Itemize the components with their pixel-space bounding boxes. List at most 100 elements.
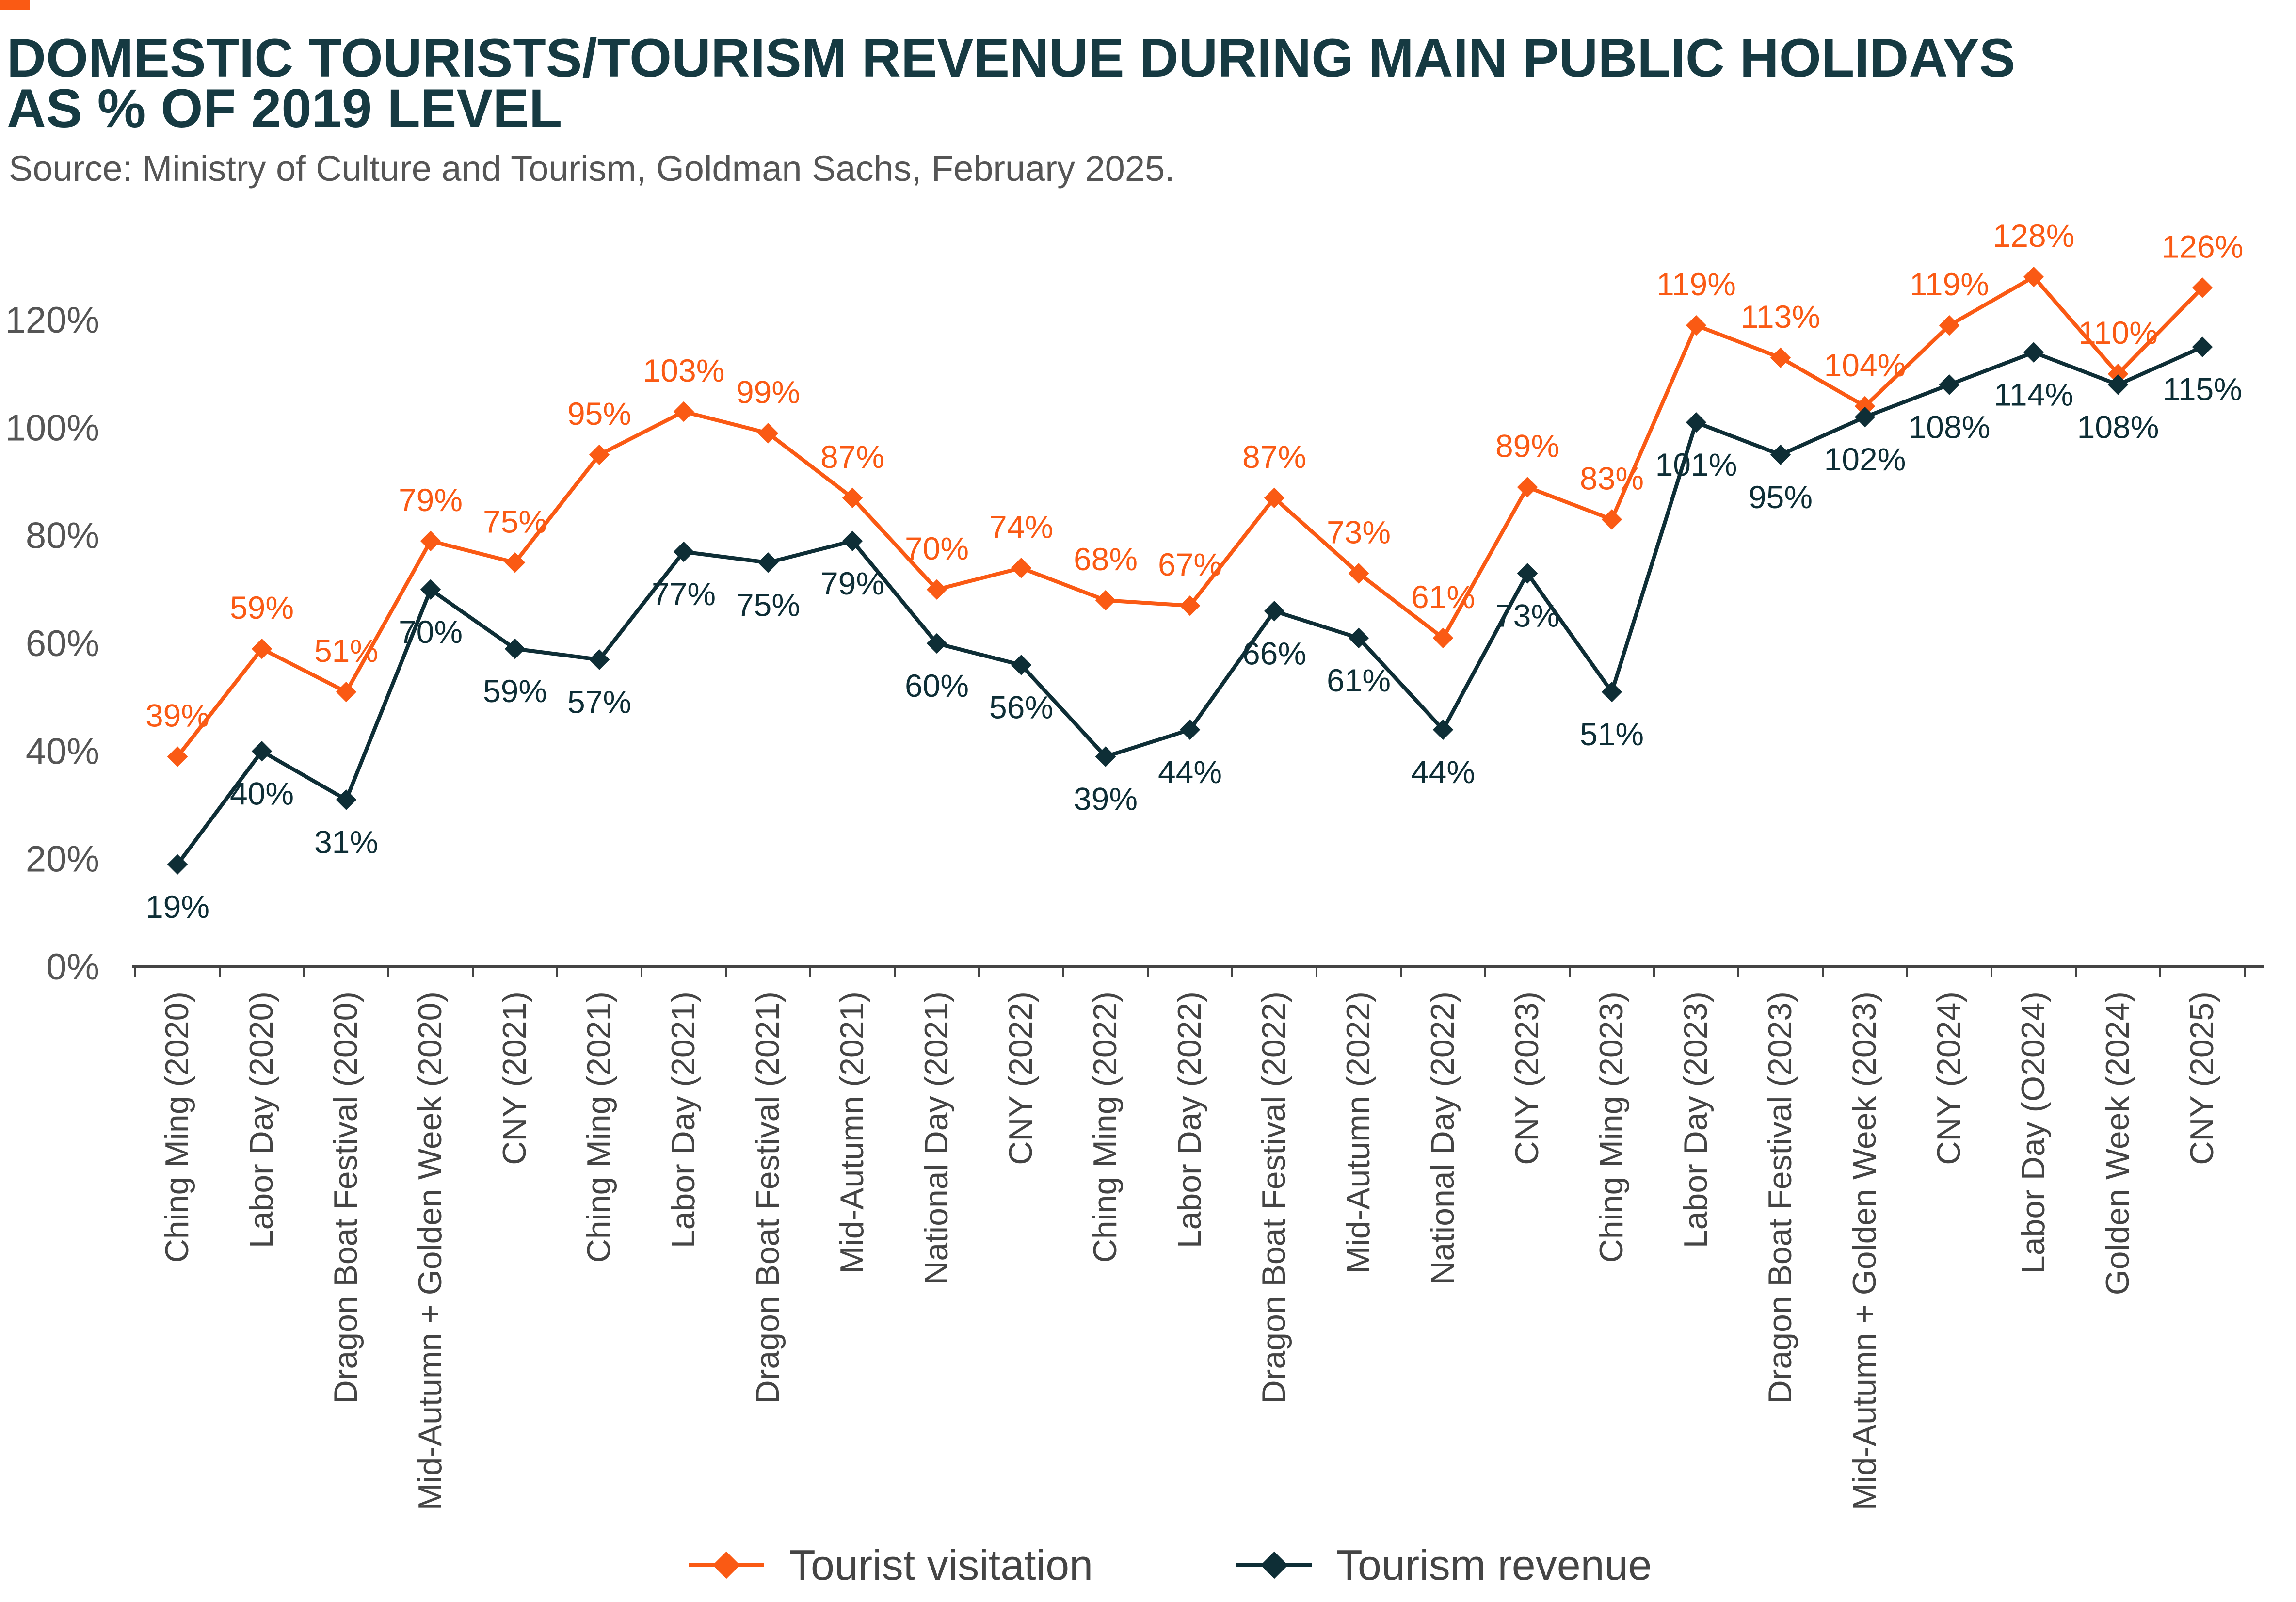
x-tick-label-mid-autumn-2022: Mid-Autumn (2022) [1340,992,1377,1274]
data-label-tourism-revenue-7: 75% [736,587,800,623]
point-tourist-visitation-3 [420,530,441,551]
point-tourist-visitation-9 [926,579,947,600]
data-label-tourism-revenue-21: 108% [1909,409,1991,445]
point-tourism-revenue-6 [673,541,694,562]
point-tourist-visitation-1 [251,638,273,659]
point-tourist-visitation-16 [1517,477,1538,497]
data-label-tourism-revenue-22: 114% [1994,377,2073,413]
point-tourist-visitation-15 [1432,627,1454,649]
data-label-tourism-revenue-4: 59% [483,673,547,709]
point-tourism-revenue-10 [1011,655,1032,675]
data-label-tourism-revenue-0: 19% [145,889,209,925]
series-tourism-revenue: 19% 40% 31% 70% 59% 57% 77% 75% 79% 60% 56% 39% 44% 6… [145,336,2242,925]
x-tick-label-ching-ming-2020: Ching Ming (2020) [159,992,195,1263]
x-tick-label-golden-week-2024: Golden Week (2024) [2099,992,2136,1295]
point-tourism-revenue-11 [1095,746,1116,767]
point-tourism-revenue-9 [926,633,947,654]
data-label-tourist-visitation-18: 119% [1656,266,1736,302]
point-tourism-revenue-19 [1770,444,1791,465]
point-tourism-revenue-13 [1264,601,1285,622]
point-tourism-revenue-18 [1686,412,1707,433]
chart-subtitle: Source: Ministry of Culture and Tourism,… [9,148,1175,189]
point-tourist-visitation-14 [1348,563,1369,584]
point-tourism-revenue-1 [251,741,273,762]
data-label-tourism-revenue-6: 77% [652,576,716,612]
point-tourist-visitation-0 [167,746,188,767]
y-tick-label-40: 40% [26,731,99,772]
x-tick-label-labor-day-o2024: Labor Day (O2024) [2015,992,2052,1274]
data-label-tourist-visitation-24: 126% [2162,228,2244,264]
data-label-tourism-revenue-18: 101% [1655,447,1737,482]
data-label-tourism-revenue-5: 57% [567,684,631,720]
point-tourism-revenue-22 [2023,342,2044,363]
legend-label-tourist-visitation: Tourist visitation [789,1541,1093,1589]
point-tourist-visitation-24 [2192,277,2213,298]
point-tourism-revenue-20 [1854,406,1876,428]
data-label-tourist-visitation-1: 59% [230,590,294,625]
x-tick-label-national-day-2022: National Day (2022) [1424,992,1461,1285]
data-label-tourist-visitation-22: 128% [1993,218,2075,254]
point-tourism-revenue-8 [842,530,863,551]
point-tourism-revenue-17 [1601,681,1622,703]
data-label-tourist-visitation-3: 79% [399,482,463,518]
data-label-tourism-revenue-20: 102% [1824,441,1906,477]
point-tourism-revenue-23 [2107,374,2129,395]
point-tourist-visitation-4 [504,552,526,573]
point-tourism-revenue-3 [420,579,441,600]
point-tourist-visitation-7 [757,423,779,444]
y-tick-label-0: 0% [46,946,99,988]
data-label-tourism-revenue-13: 66% [1242,635,1306,671]
point-tourist-visitation-6 [673,401,694,422]
point-tourist-visitation-22 [2023,266,2044,288]
chart-title-line-2: AS % OF 2019 LEVEL [7,78,562,139]
point-tourist-visitation-5 [589,444,610,465]
data-label-tourist-visitation-0: 39% [145,697,209,733]
x-tick-label-cny-2025: CNY (2025) [2184,992,2220,1165]
data-label-tourist-visitation-8: 87% [820,439,884,475]
data-label-tourist-visitation-4: 75% [483,503,547,539]
point-tourism-revenue-0 [167,854,188,875]
data-label-tourist-visitation-21: 119% [1910,266,1989,302]
x-tick-label-labor-day-2020: Labor Day (2020) [243,992,280,1248]
y-tick-label-100: 100% [5,407,99,449]
x-tick-label-cny-2021: CNY (2021) [496,992,533,1165]
x-tick-label-cny-2023: CNY (2023) [1509,992,1545,1165]
data-label-tourism-revenue-15: 44% [1411,754,1475,790]
point-tourist-visitation-12 [1179,595,1201,616]
data-label-tourism-revenue-23: 108% [2077,409,2159,445]
data-label-tourist-visitation-9: 70% [905,530,969,566]
legend: Tourist visitation Tourism revenue [689,1541,1652,1589]
x-tick-label-labor-day-2023: Labor Day (2023) [1677,992,1714,1248]
legend-item-tourism-revenue: Tourism revenue [1236,1541,1652,1589]
x-tick-label-national-day-2021: National Day (2021) [918,992,955,1285]
point-tourism-revenue-16 [1517,563,1538,584]
data-label-tourism-revenue-12: 44% [1158,754,1222,790]
legend-marker-tourism-revenue [1260,1551,1288,1579]
accent-bar [0,0,30,10]
point-tourist-visitation-2 [336,681,357,703]
point-tourism-revenue-24 [2192,336,2213,357]
x-tick-label-dragon-boat-festival-2022: Dragon Boat Festival (2022) [1255,992,1292,1404]
data-label-tourism-revenue-9: 60% [905,668,969,704]
y-tick-label-80: 80% [26,515,99,557]
y-tick-label-20: 20% [26,839,99,880]
x-tick-label-ching-ming-2022: Ching Ming (2022) [1087,992,1124,1263]
point-tourism-revenue-2 [336,789,357,810]
data-label-tourist-visitation-16: 89% [1495,428,1559,464]
x-tick-label-mid-autumn-2021: Mid-Autumn (2021) [834,992,870,1274]
data-label-tourism-revenue-8: 79% [820,565,884,601]
x-tick-label-ching-ming-2021: Ching Ming (2021) [580,992,617,1263]
point-tourism-revenue-21 [1939,374,1960,395]
y-tick-label-60: 60% [26,623,99,664]
x-tick-label-dragon-boat-festival-2023: Dragon Boat Festival (2023) [1762,992,1798,1404]
point-tourism-revenue-7 [757,552,779,573]
data-label-tourist-visitation-12: 67% [1158,546,1222,582]
x-tick-label-cny-2022: CNY (2022) [1002,992,1039,1165]
x-tick-label-mid-autumn-golden-week-2020: Mid-Autumn + Golden Week (2020) [412,992,449,1510]
data-label-tourist-visitation-15: 61% [1411,579,1475,615]
point-tourism-revenue-12 [1179,719,1201,740]
data-label-tourism-revenue-16: 73% [1495,597,1559,633]
data-label-tourist-visitation-23: 110% [2078,315,2158,351]
data-label-tourist-visitation-10: 74% [989,509,1053,545]
